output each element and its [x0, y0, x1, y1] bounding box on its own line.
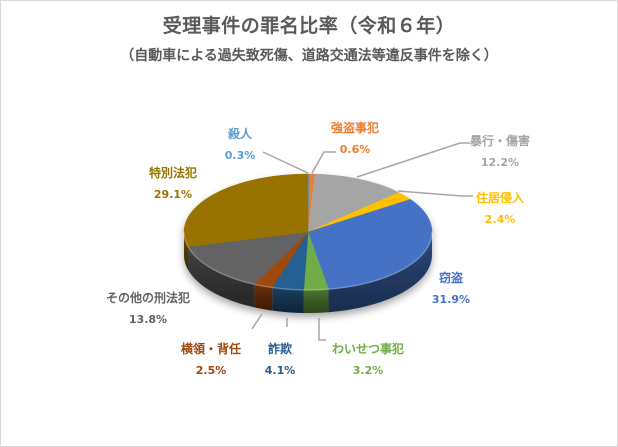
data-label-value: 0.6%: [339, 143, 371, 156]
data-label-value: 31.9%: [431, 293, 471, 306]
data-label-category: 窃盗: [438, 271, 463, 285]
leader-line: [356, 142, 470, 178]
data-label: その他の刑法犯 13.8%: [88, 288, 208, 330]
data-label-category: 横領・背任: [180, 342, 241, 356]
data-label-category: 特別法犯: [148, 166, 197, 180]
data-label-value: 4.1%: [264, 364, 296, 377]
pie-side-shade: [272, 287, 304, 313]
pie-side-shade: [188, 246, 255, 308]
leader-line: [251, 313, 263, 330]
data-label: 窃盗 31.9%: [391, 268, 511, 310]
pie-slices: [183, 173, 433, 313]
pie-side-shade: [254, 284, 273, 311]
data-label: 強盗事犯 0.6%: [295, 118, 415, 160]
pie-side-shade: [303, 289, 329, 313]
data-label-category: 殺人: [227, 127, 252, 141]
data-label: 暴行・傷害 12.2%: [440, 131, 560, 173]
leader-lines: [251, 142, 473, 341]
data-label-value: 29.1%: [153, 188, 193, 201]
leader-line: [311, 151, 336, 174]
data-label-value: 12.2%: [480, 156, 520, 169]
data-label-category: 詐欺: [267, 342, 292, 356]
data-label-category: 暴行・傷害: [469, 134, 530, 148]
data-label: 殺人 0.3%: [180, 124, 300, 166]
data-label-value: 0.3%: [224, 149, 256, 162]
leader-line: [262, 151, 309, 174]
pie-side-shade: [328, 232, 432, 313]
chart-subtitle: （自動車による過失致死傷、道路交通法等違反事件を除く）: [120, 48, 498, 64]
chart-title: 受理事件の罪名比率（令和６年）: [162, 15, 456, 37]
data-label: 住居侵入 2.4%: [440, 188, 560, 230]
data-label: わいせつ事犯 3.2%: [308, 339, 428, 381]
pie-rim-highlight: [183, 231, 433, 291]
data-label: 横領・背任 2.5%: [151, 339, 271, 381]
leader-line: [318, 318, 326, 341]
data-label-value: 2.5%: [195, 364, 227, 377]
data-label: 特別法犯 29.1%: [113, 163, 233, 205]
data-label-value: 3.2%: [352, 364, 384, 377]
data-label-value: 13.8%: [128, 313, 168, 326]
data-label-category: 住居侵入: [475, 191, 524, 205]
data-label-value: 2.4%: [484, 213, 516, 226]
data-label-category: 強盗事犯: [330, 121, 379, 135]
leader-line: [397, 190, 473, 197]
data-label: 詐欺 4.1%: [220, 339, 340, 381]
pie-slice: [307, 173, 400, 233]
data-label-category: わいせつ事犯: [331, 342, 404, 356]
data-label-category: その他の刑法犯: [105, 291, 190, 305]
pie-slice: [183, 173, 309, 247]
pie-slice: [307, 192, 412, 233]
